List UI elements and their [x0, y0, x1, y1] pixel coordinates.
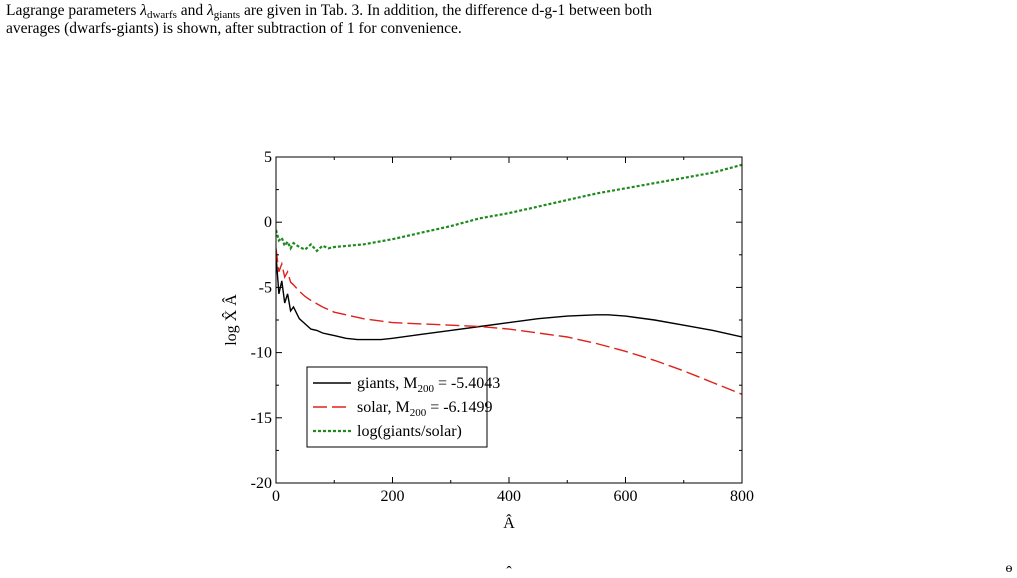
y-tick-label: -15 [251, 410, 272, 427]
y-tick-label: -5 [259, 279, 272, 296]
y-tick-label: 5 [264, 149, 272, 166]
caption-paragraph: Lagrange parameters λdwarfs and λgiants … [6, 2, 1011, 38]
legend-label-1: giants, M200 = -5.4043 [357, 375, 500, 395]
x-tick-label: 600 [614, 488, 638, 505]
caption-text: Lagrange parameters [6, 2, 141, 19]
subscript-dwarfs: dwarfs [146, 9, 177, 21]
caption-line-2: averages (dwarfs-giants) is shown, after… [6, 20, 462, 37]
lambda-symbol: λ [207, 2, 214, 19]
x-tick-label: 400 [497, 488, 521, 505]
caption-text: are given in Tab. 3. In addition, the di… [240, 2, 653, 19]
caption-line-1: Lagrange parameters λdwarfs and λgiants … [6, 2, 1011, 21]
series-line-2 [276, 248, 742, 395]
y-tick-label: -10 [251, 345, 272, 362]
legend-label-2: solar, M200 = -6.1499 [357, 399, 493, 419]
footer-corner-glyph: ɵ [1006, 561, 1013, 576]
x-tick-label: 800 [730, 488, 754, 505]
x-tick-label: 0 [272, 488, 280, 505]
series-line-1 [276, 254, 742, 341]
ticks-layer: 0 200 400 600 800 5 0 -5 -10 -15 -20 [251, 149, 754, 505]
y-tick-label: -20 [251, 475, 272, 492]
lambda-symbol: λ [140, 2, 147, 19]
x-tick-label: 200 [381, 488, 405, 505]
legend: giants, M200 = -5.4043 solar, M200 = -6.1… [306, 366, 500, 448]
y-tick-label: 0 [264, 214, 272, 231]
x-axis-label: Â [503, 513, 515, 532]
series-line-3 [276, 163, 742, 253]
series-layer [276, 163, 742, 395]
subscript-giants: giants [213, 9, 241, 21]
legend-label-3: log(giants/solar) [357, 423, 462, 440]
caption-text: and [176, 2, 208, 19]
y-axis-label: log X̂ Â [221, 294, 240, 346]
footer-hat: ˆ [506, 564, 512, 578]
